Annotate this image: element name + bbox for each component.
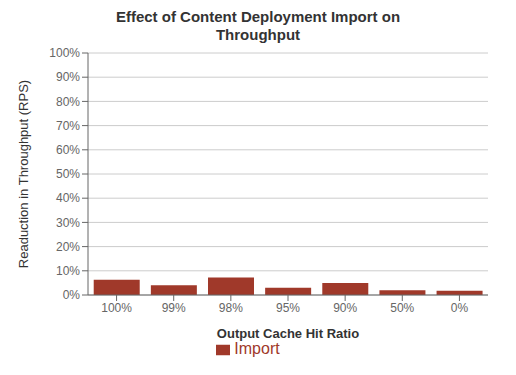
html-text:Import: Import [234,340,280,357]
svg-text:70%: 70% [56,119,80,133]
svg-text:30%: 30% [56,216,80,230]
svg-text:60%: 60% [56,143,80,157]
svg-text:100%: 100% [49,48,80,60]
svg-text:40%: 40% [56,191,80,205]
svg-text:50%: 50% [390,301,414,315]
svg-text:50%: 50% [56,167,80,181]
svg-text:95%: 95% [276,301,300,315]
html-text:Effect of Content Deployment I: Effect of Content Deployment Import on [115,8,401,25]
svg-text:0%: 0% [63,288,81,302]
svg-text:Readuction in Throughput (RPS): Readuction in Throughput (RPS) [16,80,31,268]
html-text:Throughput: Throughput [215,26,301,43]
svg-text:90%: 90% [56,70,80,84]
svg-text:0%: 0% [451,301,469,315]
svg-text:10%: 10% [56,264,80,278]
svg-text:98%: 98% [219,301,243,315]
svg-text:100%: 100% [101,301,132,315]
svg-text:99%: 99% [162,301,186,315]
svg-text:80%: 80% [56,95,80,109]
svg-text:Output Cache Hit Ratio: Output Cache Hit Ratio [217,326,359,341]
svg-text:20%: 20% [56,240,80,254]
svg-text:90%: 90% [333,301,357,315]
